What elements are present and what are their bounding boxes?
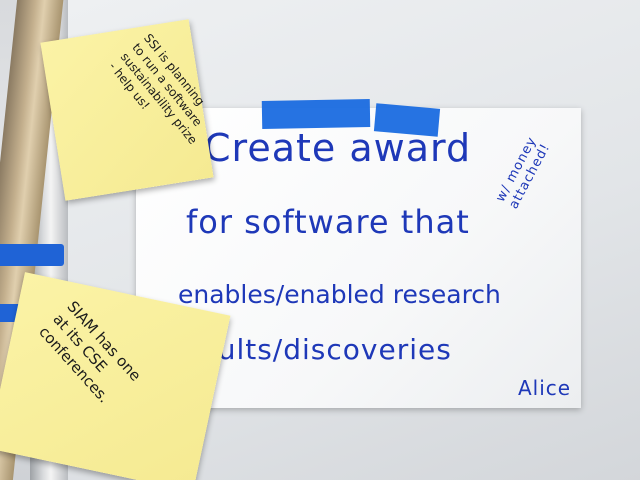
side-note: w/ money attached! bbox=[493, 134, 554, 212]
signature: Alice bbox=[518, 376, 572, 400]
blue-tape-top-left bbox=[261, 99, 371, 129]
heading-line-3: enables/enabled research bbox=[178, 280, 501, 309]
blue-tape-top-right bbox=[373, 103, 441, 137]
sticky-note-top: SSI is planning to run a software sustai… bbox=[40, 19, 214, 201]
sticky-note-bottom-text: SIAM has one at its CSE conferences. bbox=[35, 297, 145, 407]
blue-tape-left-upper bbox=[0, 244, 64, 266]
heading-line-2: for software that bbox=[186, 203, 470, 241]
